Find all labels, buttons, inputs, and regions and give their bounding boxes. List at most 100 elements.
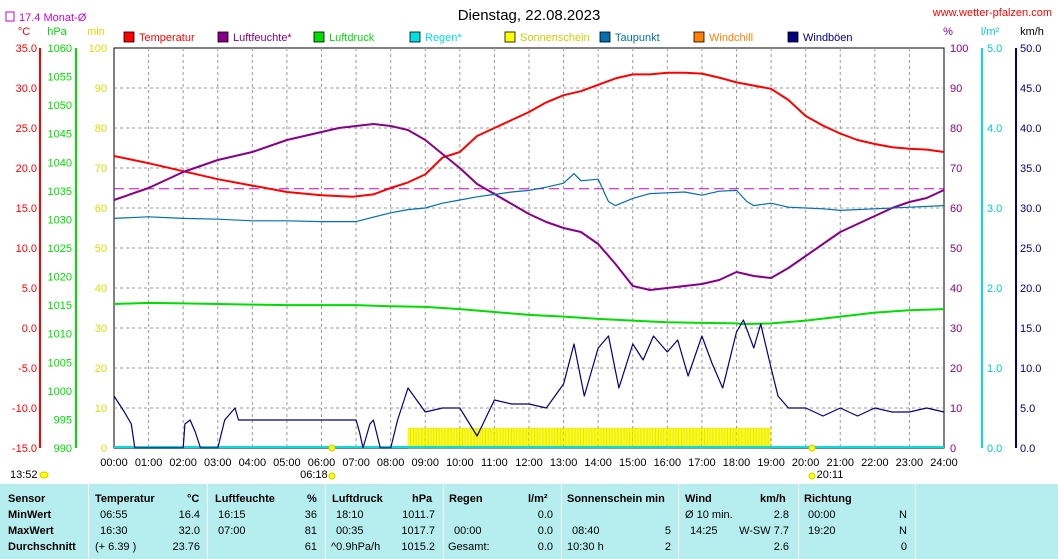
x-tick-label: 06:00	[308, 457, 336, 469]
stats-rain-min: 0.0	[537, 509, 553, 521]
sunshine-bar	[479, 427, 483, 449]
temperature-tick-label: 20.0	[16, 163, 37, 175]
sunshine-bar	[612, 427, 616, 449]
sunshine-bar	[701, 427, 705, 449]
humidity-tick-label: 0	[950, 443, 956, 455]
sunshine-bar	[442, 427, 445, 449]
sunshine-bar	[508, 427, 512, 449]
sunshine-bar	[554, 427, 558, 449]
stats-header-pressure: Luftdruck	[332, 493, 383, 505]
stats-row-max: MaxWert	[8, 525, 54, 537]
temperature-tick-label: 5.0	[22, 283, 37, 295]
temperature-unit-label: °C	[18, 26, 30, 38]
rain-tick-label: 5.0	[987, 43, 1002, 55]
sunshine-unit-label: min	[87, 26, 105, 38]
sunshine-bar	[652, 427, 656, 449]
x-tick-label: 00:00	[100, 457, 128, 469]
series-lines	[113, 71, 945, 449]
sunshine-bar	[716, 427, 719, 449]
stats-hum-min-time: 16:15	[218, 509, 246, 521]
temperature-tick-label: -10.0	[12, 403, 37, 415]
stats-press-trend: ^0.9hPa/h	[331, 541, 381, 553]
sunshine-bar	[445, 427, 448, 449]
sunshine-bar	[678, 427, 682, 449]
stats-hum-max: 81	[304, 525, 317, 537]
sunshine-bar	[448, 427, 451, 449]
stats-press-min: 1011.7	[402, 509, 435, 521]
wind-tick-label: 20.0	[1020, 283, 1041, 295]
sunshine-bar	[433, 427, 437, 449]
sunshine-bar	[505, 427, 509, 449]
sunshine-bar	[471, 427, 474, 449]
sunshine-bar	[727, 427, 731, 449]
stats-temp-max: 32.0	[178, 525, 200, 537]
pressure-tick-label: 1005	[48, 357, 72, 369]
rain-tick-label: 3.0	[987, 203, 1002, 215]
sunshine-bar	[742, 427, 745, 449]
sunshine-bar	[598, 427, 601, 449]
sunshine-bar	[762, 427, 765, 449]
sunshine-bar	[566, 427, 569, 449]
pressure-tick-label: 1010	[48, 329, 72, 341]
sunshine-bar	[618, 427, 621, 449]
wind-tick-label: 45.0	[1020, 83, 1041, 95]
stats-header-sensor: Sensor	[8, 493, 46, 505]
stats-header-humidity: Luftfeuchte	[215, 493, 275, 505]
legend-label: Luftfeuchte*	[233, 32, 292, 44]
stats-hum-max-time: 07:00	[218, 525, 246, 537]
legend: Temperatur Luftfeuchte* Luftdruck Regen* Son…	[123, 31, 853, 44]
sunshine-bar	[687, 427, 690, 449]
sunshine-bar	[644, 427, 647, 449]
x-tick-label: 05:00	[273, 457, 301, 469]
current-time-marker	[39, 471, 49, 479]
humidity-tick-label: 50	[950, 243, 962, 255]
pressure-tick-label: 1025	[48, 243, 72, 255]
sunrise-marker-top	[328, 444, 336, 452]
pressure-tick-label: 990	[54, 443, 72, 455]
temperature-tick-label: 0.0	[22, 323, 37, 335]
sunshine-bar	[638, 427, 641, 449]
x-tick-label: 21:00	[826, 457, 854, 469]
x-tick-label: 08:00	[377, 457, 405, 469]
humidity-tick-label: 20	[950, 363, 962, 375]
temperature-tick-label: 10.0	[16, 243, 37, 255]
axes: 35.0 30.0 25.0 20.0 15.0 10.0 5.0 0.0 -5.0 -10.0 -…	[12, 26, 1044, 469]
sunshine-bar	[733, 427, 737, 449]
sunshine-bar	[621, 427, 624, 449]
sunshine-bar	[589, 427, 592, 449]
sunshine-bar	[416, 427, 420, 449]
x-tick-label: 14:00	[584, 457, 612, 469]
sunshine-bar	[419, 427, 422, 449]
pressure-tick-label: 1055	[48, 72, 72, 84]
pressure-unit-label: hPa	[47, 26, 67, 38]
stats-hum-min: 36	[304, 509, 317, 521]
humidity-tick-label: 80	[950, 123, 962, 135]
wind-tick-label: 10.0	[1020, 363, 1041, 375]
sunshine-bar	[675, 427, 679, 449]
stats-press-max-time: 00:35	[336, 525, 364, 537]
sunshine-bar	[549, 427, 552, 449]
x-tick-label: 24:00	[930, 457, 958, 469]
pressure-tick-label: 1015	[48, 300, 72, 312]
stats-wind-avg: 2.6	[773, 541, 789, 553]
sunshine-bar	[520, 427, 523, 449]
sunshine-bar	[739, 427, 742, 449]
stats-dir-min-time: 00:00	[808, 509, 836, 521]
rain-tick-label: 1.0	[987, 363, 1002, 375]
stats-press-min-time: 18:10	[336, 509, 364, 521]
sunshine-tick-label: 50	[95, 243, 107, 255]
wind-tick-label: 5.0	[1020, 403, 1035, 415]
wind-tick-label: 0.0	[1020, 443, 1035, 455]
sunshine-bar	[710, 427, 713, 449]
x-tick-label: 16:00	[654, 457, 682, 469]
temperature-tick-label: -5.0	[18, 363, 37, 375]
pressure-tick-label: 1060	[48, 43, 72, 55]
series-line-taupunkt	[113, 173, 945, 223]
sunshine-bar	[632, 427, 636, 449]
sunshine-bar	[583, 427, 587, 449]
wind-unit-label: km/h	[1020, 26, 1044, 38]
sunshine-bar	[422, 427, 425, 449]
wind-tick-label: 15.0	[1020, 323, 1041, 335]
sunshine-bar	[514, 427, 518, 449]
temperature-tick-label: 30.0	[16, 83, 37, 95]
